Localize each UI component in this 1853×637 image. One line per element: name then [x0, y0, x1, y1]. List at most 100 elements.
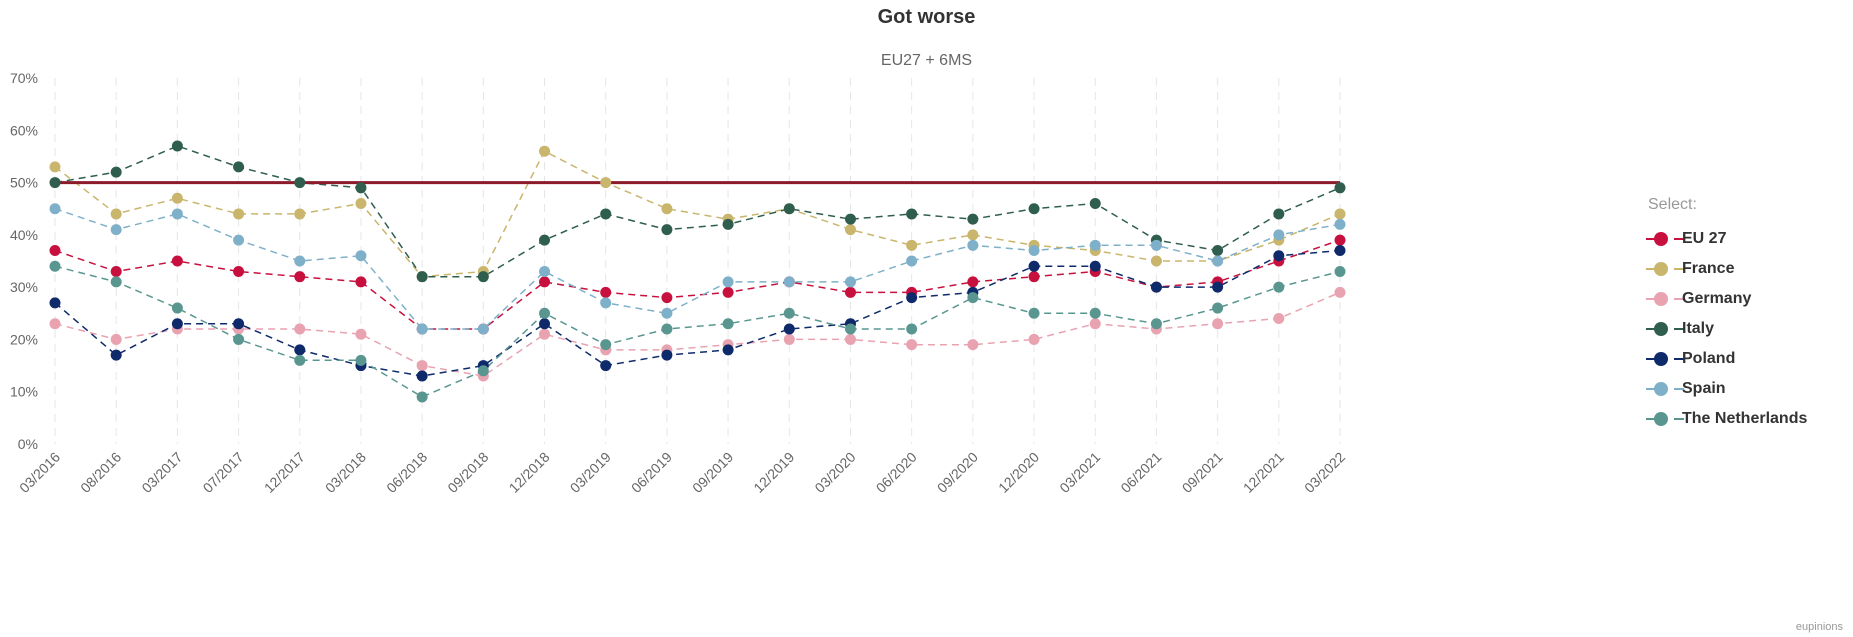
data-point[interactable] [294, 354, 306, 366]
data-point[interactable] [1273, 313, 1285, 325]
data-point[interactable] [1150, 281, 1162, 293]
data-point[interactable] [171, 255, 183, 267]
data-point[interactable] [416, 360, 428, 372]
data-point[interactable] [171, 208, 183, 220]
data-point[interactable] [355, 197, 367, 209]
data-point[interactable] [171, 318, 183, 330]
data-point[interactable] [722, 344, 734, 356]
data-point[interactable] [722, 218, 734, 230]
data-point[interactable] [49, 318, 61, 330]
data-point[interactable] [1334, 286, 1346, 298]
data-point[interactable] [722, 276, 734, 288]
data-point[interactable] [844, 286, 856, 298]
data-point[interactable] [477, 365, 489, 377]
data-point[interactable] [1212, 302, 1224, 314]
data-point[interactable] [1334, 182, 1346, 194]
data-point[interactable] [1089, 197, 1101, 209]
data-point[interactable] [1212, 281, 1224, 293]
data-point[interactable] [294, 344, 306, 356]
data-point[interactable] [783, 307, 795, 319]
data-point[interactable] [1089, 307, 1101, 319]
data-point[interactable] [783, 333, 795, 345]
data-point[interactable] [233, 265, 245, 277]
data-point[interactable] [906, 323, 918, 335]
data-point[interactable] [783, 323, 795, 335]
data-point[interactable] [600, 360, 612, 372]
legend-item[interactable]: Spain [1646, 374, 1807, 404]
data-point[interactable] [844, 224, 856, 236]
data-point[interactable] [906, 255, 918, 267]
data-point[interactable] [171, 302, 183, 314]
data-point[interactable] [539, 307, 551, 319]
data-point[interactable] [661, 203, 673, 215]
data-point[interactable] [49, 297, 61, 309]
data-point[interactable] [171, 192, 183, 204]
data-point[interactable] [1028, 260, 1040, 272]
data-point[interactable] [355, 182, 367, 194]
data-point[interactable] [661, 323, 673, 335]
data-point[interactable] [477, 271, 489, 283]
data-point[interactable] [294, 208, 306, 220]
data-point[interactable] [661, 224, 673, 236]
data-point[interactable] [967, 339, 979, 351]
data-point[interactable] [416, 271, 428, 283]
legend-item[interactable]: EU 27 [1646, 224, 1807, 254]
data-point[interactable] [49, 177, 61, 189]
data-point[interactable] [1273, 281, 1285, 293]
data-point[interactable] [477, 323, 489, 335]
data-point[interactable] [1273, 229, 1285, 241]
data-point[interactable] [1212, 255, 1224, 267]
data-point[interactable] [416, 323, 428, 335]
data-point[interactable] [1150, 239, 1162, 251]
data-point[interactable] [1334, 218, 1346, 230]
data-point[interactable] [355, 276, 367, 288]
data-point[interactable] [539, 265, 551, 277]
data-point[interactable] [600, 208, 612, 220]
data-point[interactable] [1334, 245, 1346, 257]
data-point[interactable] [906, 239, 918, 251]
data-point[interactable] [355, 328, 367, 340]
data-point[interactable] [1089, 318, 1101, 330]
data-point[interactable] [539, 234, 551, 246]
data-point[interactable] [783, 203, 795, 215]
data-point[interactable] [49, 161, 61, 173]
data-point[interactable] [1089, 239, 1101, 251]
data-point[interactable] [110, 224, 122, 236]
data-point[interactable] [355, 354, 367, 366]
legend-item[interactable]: France [1646, 254, 1807, 284]
data-point[interactable] [1089, 260, 1101, 272]
data-point[interactable] [1028, 245, 1040, 257]
data-point[interactable] [600, 339, 612, 351]
data-point[interactable] [1150, 318, 1162, 330]
data-point[interactable] [600, 286, 612, 298]
data-point[interactable] [1212, 245, 1224, 257]
legend-item[interactable]: Germany [1646, 284, 1807, 314]
data-point[interactable] [722, 318, 734, 330]
data-point[interactable] [171, 140, 183, 152]
data-point[interactable] [1028, 203, 1040, 215]
data-point[interactable] [906, 292, 918, 304]
data-point[interactable] [1273, 250, 1285, 262]
data-point[interactable] [294, 323, 306, 335]
data-point[interactable] [600, 177, 612, 189]
data-point[interactable] [294, 255, 306, 267]
data-point[interactable] [294, 271, 306, 283]
data-point[interactable] [110, 265, 122, 277]
data-point[interactable] [844, 323, 856, 335]
data-point[interactable] [1334, 208, 1346, 220]
data-point[interactable] [1028, 307, 1040, 319]
data-point[interactable] [233, 333, 245, 345]
data-point[interactable] [906, 208, 918, 220]
data-point[interactable] [906, 339, 918, 351]
data-point[interactable] [600, 297, 612, 309]
data-point[interactable] [233, 318, 245, 330]
data-point[interactable] [110, 276, 122, 288]
data-point[interactable] [49, 203, 61, 215]
data-points[interactable] [49, 140, 1346, 403]
data-point[interactable] [110, 166, 122, 178]
data-point[interactable] [661, 307, 673, 319]
data-point[interactable] [110, 208, 122, 220]
legend-item[interactable]: Italy [1646, 314, 1807, 344]
data-point[interactable] [539, 328, 551, 340]
data-point[interactable] [233, 234, 245, 246]
